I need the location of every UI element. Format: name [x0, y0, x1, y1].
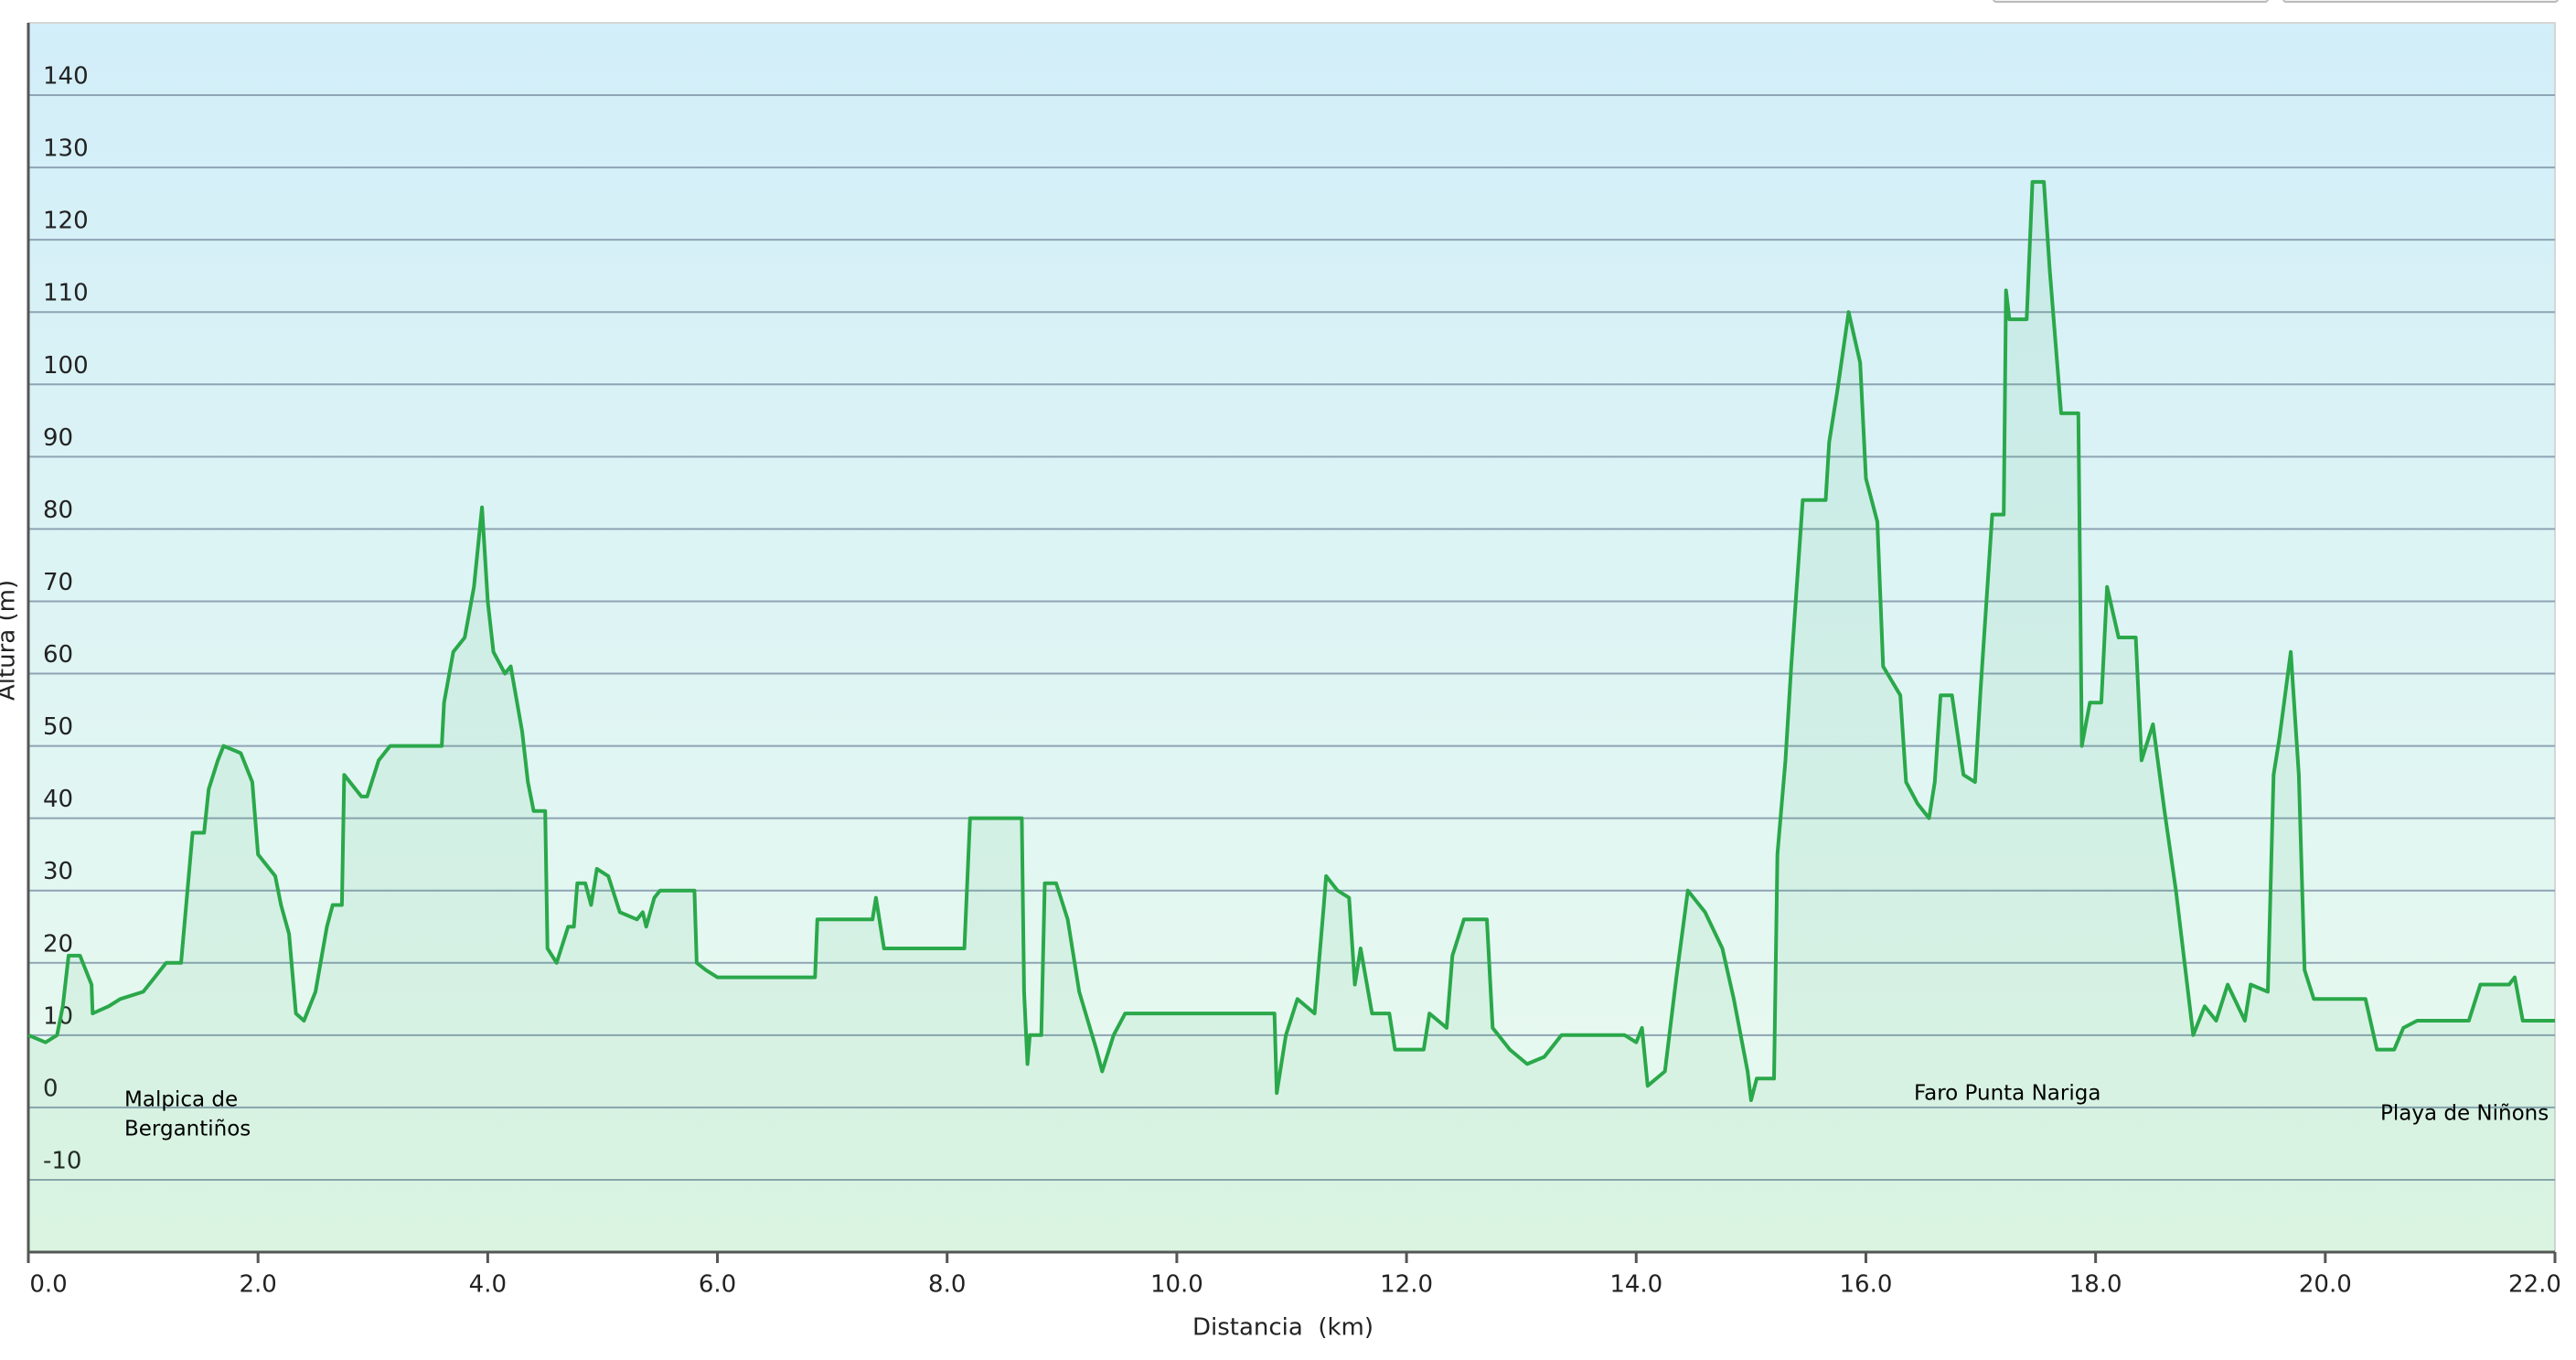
line [27, 179, 2555, 1102]
button[interactable] [1993, 0, 2269, 3]
x-tick-label: 18.0 [2069, 1271, 2122, 1299]
x-tick-label: 2.0 [240, 1271, 277, 1299]
y-tick-label: 0 [43, 1075, 59, 1102]
x-tick-label: 6.0 [699, 1271, 736, 1299]
annotation: Playa de Niñons [2380, 1102, 2549, 1126]
area [28, 181, 2555, 1252]
annotation: Bergantiños [124, 1118, 251, 1141]
y-tick-label: 90 [43, 424, 73, 452]
y-tick-label: 50 [43, 713, 73, 741]
y-tick-label: 40 [43, 786, 73, 813]
x-axis-title: Distancia (km) [1192, 1314, 1374, 1342]
x-tick-label: 10.0 [1150, 1271, 1203, 1299]
y-tick-label: -10 [43, 1147, 81, 1174]
x-tick-label: 4.0 [469, 1271, 507, 1299]
annotation: Faro Punta Nariga [1914, 1082, 2100, 1106]
x-tick-label: 14.0 [1609, 1271, 1662, 1299]
x-tick-label: 22.0 [2508, 1271, 2561, 1299]
y-tick-label: 110 [43, 280, 89, 307]
y-tick-label: 60 [43, 641, 73, 669]
x-tick-label: 16.0 [1840, 1271, 1893, 1299]
x-tick-label: 8.0 [928, 1271, 966, 1299]
y-tick-label: 120 [43, 208, 89, 235]
annotation: Malpica de [124, 1088, 238, 1112]
x-tick-label: 12.0 [1380, 1271, 1433, 1299]
y-tick-label: 30 [43, 858, 73, 885]
button[interactable] [2282, 0, 2559, 3]
y-tick-label: 70 [43, 569, 73, 596]
y-tick-label: 20 [43, 930, 73, 958]
x-tick-label: 0.0 [29, 1271, 67, 1299]
y-tick-label: 130 [43, 135, 89, 163]
x-tick-label: 20.0 [2299, 1271, 2352, 1299]
y-axis-title: Altura (m) [0, 580, 21, 701]
y-tick-label: 100 [43, 352, 89, 380]
y-tick-label: 140 [43, 63, 89, 91]
y-tick-label: 80 [43, 497, 73, 524]
